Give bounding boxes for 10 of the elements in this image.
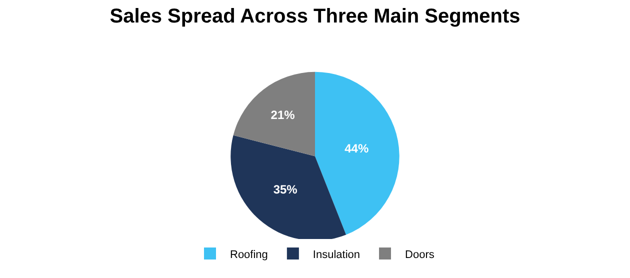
pie-slice	[315, 72, 400, 235]
data-label: 35%	[273, 182, 298, 197]
chart-title: Sales Spread Across Three Main Segments	[110, 5, 520, 28]
pie-slice	[230, 135, 346, 241]
data-label: 21%	[270, 108, 296, 122]
pie-slice	[233, 72, 315, 156]
legend-label: Roofing	[230, 248, 268, 261]
legend-label: Insulation	[312, 248, 360, 261]
legend-label: Doors	[405, 248, 435, 261]
data-label: 44%	[344, 141, 369, 156]
